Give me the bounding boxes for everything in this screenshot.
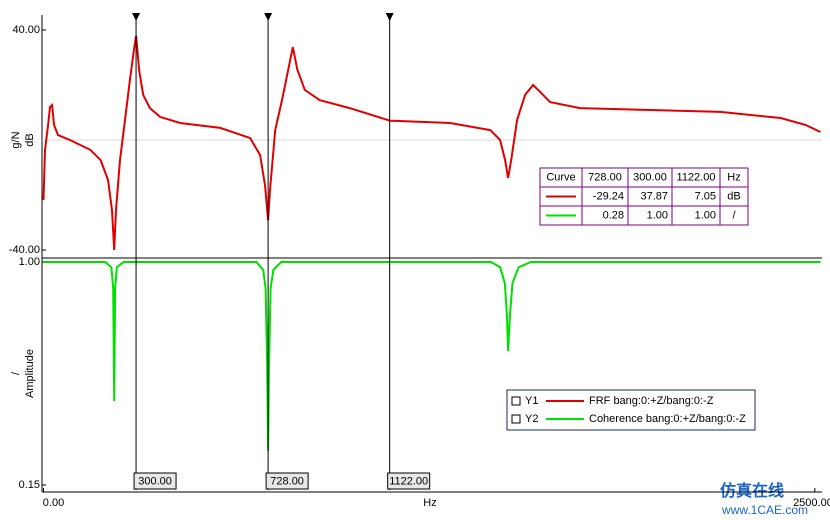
y-label: dB <box>24 133 36 146</box>
cursor-marker <box>264 13 273 21</box>
cursor-label-box <box>133 472 177 490</box>
table-cell: 1.00 <box>695 209 716 221</box>
x-tick-label: 0.00 <box>43 497 64 509</box>
y-tick-label: 0.15 <box>19 479 40 491</box>
y-tick-label: 40.00 <box>12 24 40 36</box>
cursor-label: 300.00 <box>138 475 172 487</box>
y-label: Amplitude <box>24 349 36 398</box>
legend-checkbox <box>511 396 521 406</box>
cursor-label-box <box>387 472 431 490</box>
table-cell: / <box>732 209 736 221</box>
legend-tag: Y2 <box>525 413 538 425</box>
legend-frame <box>506 389 756 431</box>
cursor-marker <box>385 13 394 21</box>
table-cell: 1.00 <box>647 209 668 221</box>
table-header: 300.00 <box>633 171 667 183</box>
legend-tag: Y1 <box>525 395 538 407</box>
table-cell: 7.05 <box>695 190 716 202</box>
table-cell: 0.28 <box>603 209 624 221</box>
y-tick-label: -40.00 <box>9 244 40 256</box>
cursor-label-box <box>265 472 309 490</box>
y-unit: / <box>10 371 22 375</box>
data-line <box>43 261 821 451</box>
table-cell: 37.87 <box>640 190 668 202</box>
data-line <box>42 35 821 251</box>
y-tick-label: 1.00 <box>19 256 40 268</box>
table-cell: -29.24 <box>593 190 624 202</box>
watermark: www.1CAE.com <box>721 503 808 517</box>
cursor-marker <box>132 13 141 21</box>
legend-label: FRF bang:0:+Z/bang:0:-Z <box>589 395 714 407</box>
cursor-label: 728.00 <box>270 475 304 487</box>
table-header: 728.00 <box>588 171 622 183</box>
table-header: Hz <box>727 171 740 183</box>
legend-checkbox <box>511 414 521 424</box>
watermark: 仿真在线 <box>720 481 784 500</box>
x-tick-label: 2500.00 <box>793 497 830 509</box>
cursor-label: 1122.00 <box>389 475 428 487</box>
x-axis-label: Hz <box>423 497 436 509</box>
legend-label: Coherence bang:0:+Z/bang:0:-Z <box>589 413 746 425</box>
y-unit: g/N <box>10 131 22 148</box>
table-cell: dB <box>727 190 740 202</box>
table-header: Curve <box>546 171 575 183</box>
table-header: 1122.00 <box>677 171 716 183</box>
